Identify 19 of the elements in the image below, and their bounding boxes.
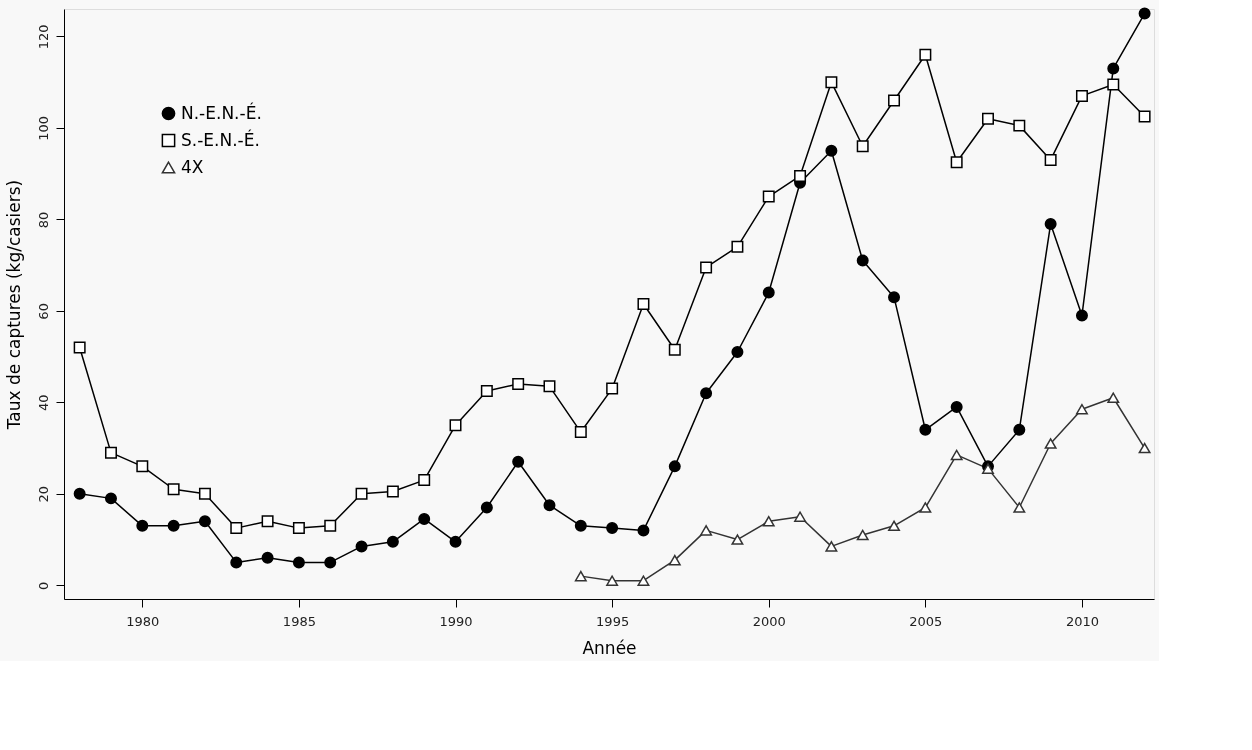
x-tick-label: 1995 <box>596 613 630 629</box>
x-tick-label: 1980 <box>126 613 160 629</box>
x-tick-label: 2005 <box>909 613 943 629</box>
legend-label: 4X <box>181 156 204 177</box>
y-tick-label: 80 <box>35 211 51 229</box>
y-tick-label: 0 <box>35 581 51 590</box>
legend-label: N.-E.N.-É. <box>181 101 262 123</box>
y-tick-label: 40 <box>35 394 51 412</box>
y-tick-label: 100 <box>35 116 51 141</box>
x-tick-label: 1990 <box>439 613 473 629</box>
y-tick-label: 120 <box>35 24 51 50</box>
x-axis-title: Année <box>582 637 637 658</box>
x-tick-label: 2000 <box>752 613 786 629</box>
x-tick-label: 1985 <box>282 613 316 629</box>
y-tick-label: 60 <box>35 303 51 320</box>
y-axis-title: Taux de captures (kg/casiers) <box>3 179 24 431</box>
x-tick-label: 2010 <box>1065 613 1100 629</box>
y-tick-label: 20 <box>35 486 51 503</box>
legend-label: S.-E.N.-É. <box>181 128 260 150</box>
